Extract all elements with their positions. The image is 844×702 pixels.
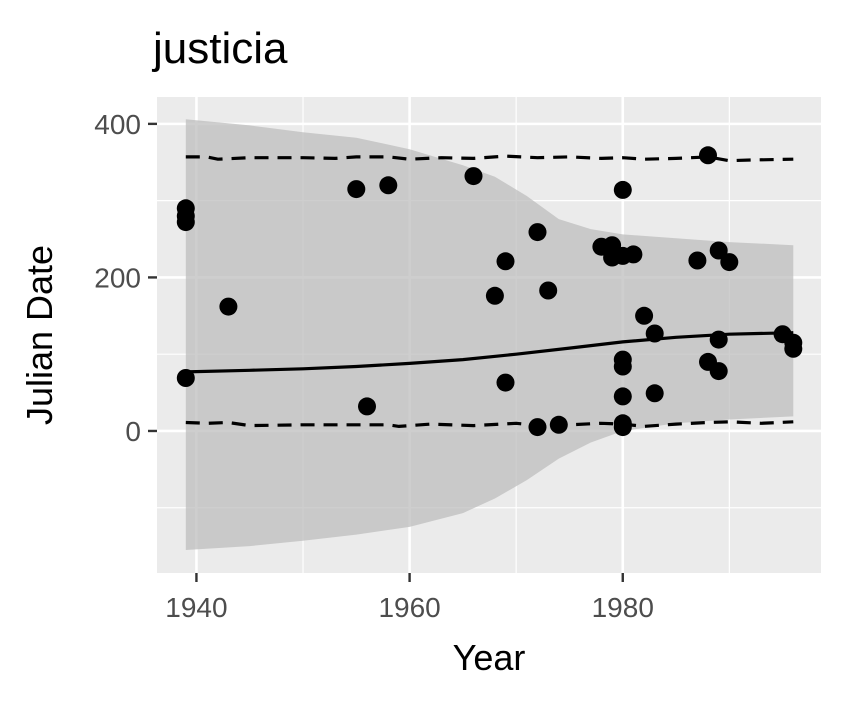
x-axis-title: Year xyxy=(453,637,526,678)
data-point xyxy=(613,418,632,437)
data-point xyxy=(379,176,398,195)
data-point xyxy=(784,339,803,358)
data-point xyxy=(624,245,643,264)
chart-title: justicia xyxy=(151,24,288,73)
lower-quantile-line xyxy=(185,420,794,429)
y-tick-label: 200 xyxy=(94,262,141,293)
data-point xyxy=(358,397,376,416)
data-point xyxy=(539,281,558,300)
confidence-ribbon xyxy=(185,119,794,551)
data-point xyxy=(645,324,664,343)
data-point xyxy=(528,223,547,242)
data-point xyxy=(176,369,195,387)
y-tick-label: 0 xyxy=(125,416,141,447)
data-point xyxy=(635,306,654,325)
data-point xyxy=(176,213,195,232)
data-point xyxy=(496,252,515,271)
data-point xyxy=(720,253,739,272)
fit-line xyxy=(185,331,794,374)
x-axis: 1940 1960 1980 xyxy=(165,573,654,623)
y-tick-label: 400 xyxy=(94,109,141,140)
data-point xyxy=(709,241,728,260)
data-point xyxy=(688,251,707,270)
data-point xyxy=(219,297,238,316)
data-point xyxy=(613,387,632,406)
data-point xyxy=(613,180,632,199)
data-point xyxy=(613,357,632,376)
data-point xyxy=(496,373,515,392)
x-tick-label: 1940 xyxy=(165,592,227,623)
data-point xyxy=(699,146,717,165)
data-point xyxy=(709,330,728,349)
data-point xyxy=(709,362,728,381)
upper-quantile-line xyxy=(185,154,794,163)
data-point xyxy=(645,384,664,403)
data-point xyxy=(549,415,568,434)
y-axis-title: Julian Date xyxy=(19,245,60,425)
data-point xyxy=(528,418,547,437)
x-tick-label: 1960 xyxy=(378,592,440,623)
data-point xyxy=(347,180,366,199)
data-point xyxy=(464,167,483,186)
data-point xyxy=(485,286,504,305)
y-axis: 0 200 400 xyxy=(94,109,157,447)
data-points xyxy=(176,146,803,437)
x-tick-label: 1980 xyxy=(592,592,654,623)
